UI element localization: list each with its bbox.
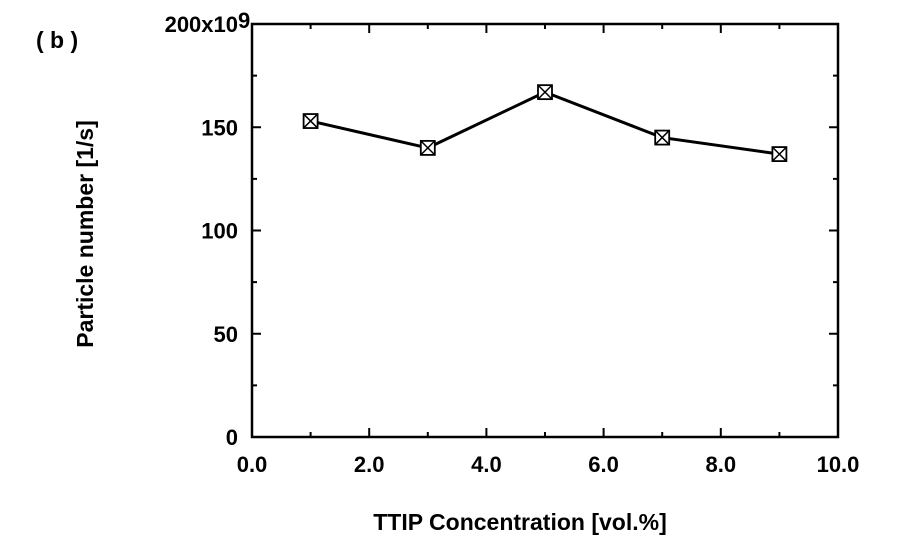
x-axis-title: TTIP Concentration [vol.%] <box>373 509 666 535</box>
data-point-cross <box>303 113 319 129</box>
x-tick-label: 8.0 <box>706 452 737 477</box>
panel-label: ( b ) <box>36 27 78 53</box>
x-tick-label: 0.0 <box>237 452 268 477</box>
y-axis-title: Particle number [1/s] <box>72 120 98 348</box>
x-axis-ticks <box>251 24 839 437</box>
x-tick-label: 4.0 <box>471 452 502 477</box>
y-scale-exponent: 9 <box>238 8 250 33</box>
x-axis-tick-labels: 0.0 2.0 4.0 6.0 8.0 10.0 <box>237 452 860 477</box>
y-tick-label: 50 <box>214 322 238 347</box>
data-point-cross <box>537 84 553 100</box>
y-tick-label: 0 <box>226 425 238 450</box>
series-line <box>310 90 780 156</box>
y-axis-ticks <box>252 23 838 438</box>
data-point <box>771 146 788 162</box>
series-layer <box>302 84 788 162</box>
y-axis-tick-labels: 0 50 100 150 200x10 <box>165 12 238 450</box>
y-tick-label: 100 <box>201 219 238 244</box>
data-point-cross <box>654 130 670 146</box>
data-point <box>302 113 319 129</box>
x-tick-label: 10.0 <box>817 452 860 477</box>
data-point-cross <box>420 140 436 156</box>
data-point <box>537 84 553 101</box>
data-point <box>419 139 436 156</box>
x-tick-label: 2.0 <box>354 452 385 477</box>
y-tick-label: 200x10 <box>165 12 238 37</box>
data-point <box>654 129 671 146</box>
x-tick-label: 6.0 <box>588 452 619 477</box>
y-tick-label: 150 <box>201 115 238 140</box>
data-point-cross <box>771 146 787 162</box>
